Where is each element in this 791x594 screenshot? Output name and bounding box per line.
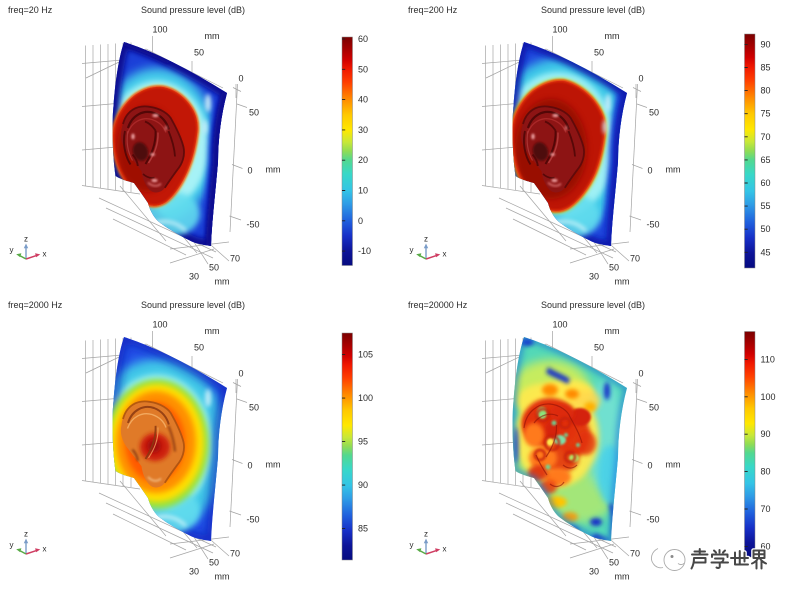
svg-text:95: 95 (358, 437, 368, 447)
svg-text:40: 40 (358, 95, 368, 105)
svg-text:90: 90 (358, 480, 368, 490)
svg-text:50: 50 (358, 64, 368, 74)
svg-text:70: 70 (761, 504, 771, 514)
svg-text:0: 0 (358, 216, 363, 226)
svg-text:Sound pressure level (dB): Sound pressure level (dB) (541, 300, 645, 310)
svg-text:85: 85 (761, 63, 771, 73)
svg-text:Sound pressure level (dB): Sound pressure level (dB) (141, 300, 245, 310)
svg-text:55: 55 (761, 201, 771, 211)
svg-text:Sound pressure level (dB): Sound pressure level (dB) (541, 5, 645, 15)
svg-text:45: 45 (761, 247, 771, 257)
svg-text:freq=20 Hz: freq=20 Hz (8, 5, 53, 15)
svg-text:75: 75 (761, 109, 771, 119)
svg-text:80: 80 (761, 86, 771, 96)
svg-text:70: 70 (761, 132, 771, 142)
svg-text:30: 30 (358, 125, 368, 135)
svg-text:85: 85 (358, 524, 368, 534)
svg-text:10: 10 (358, 186, 368, 196)
svg-text:100: 100 (358, 393, 373, 403)
svg-text:105: 105 (358, 350, 373, 360)
svg-text:90: 90 (761, 39, 771, 49)
svg-text:65: 65 (761, 155, 771, 165)
svg-text:110: 110 (761, 354, 775, 364)
svg-text:100: 100 (761, 392, 776, 402)
svg-text:80: 80 (761, 467, 771, 477)
svg-text:freq=2000 Hz: freq=2000 Hz (8, 300, 63, 310)
svg-text:freq=20000 Hz: freq=20000 Hz (408, 300, 468, 310)
svg-text:60: 60 (761, 178, 771, 188)
svg-text:20: 20 (358, 155, 368, 165)
svg-text:60: 60 (761, 541, 771, 551)
svg-text:60: 60 (358, 34, 368, 44)
svg-text:50: 50 (761, 224, 771, 234)
svg-text:-10: -10 (358, 246, 371, 256)
svg-text:Sound pressure level (dB): Sound pressure level (dB) (141, 5, 245, 15)
svg-text:90: 90 (761, 429, 771, 439)
svg-text:freq=200 Hz: freq=200 Hz (408, 5, 458, 15)
